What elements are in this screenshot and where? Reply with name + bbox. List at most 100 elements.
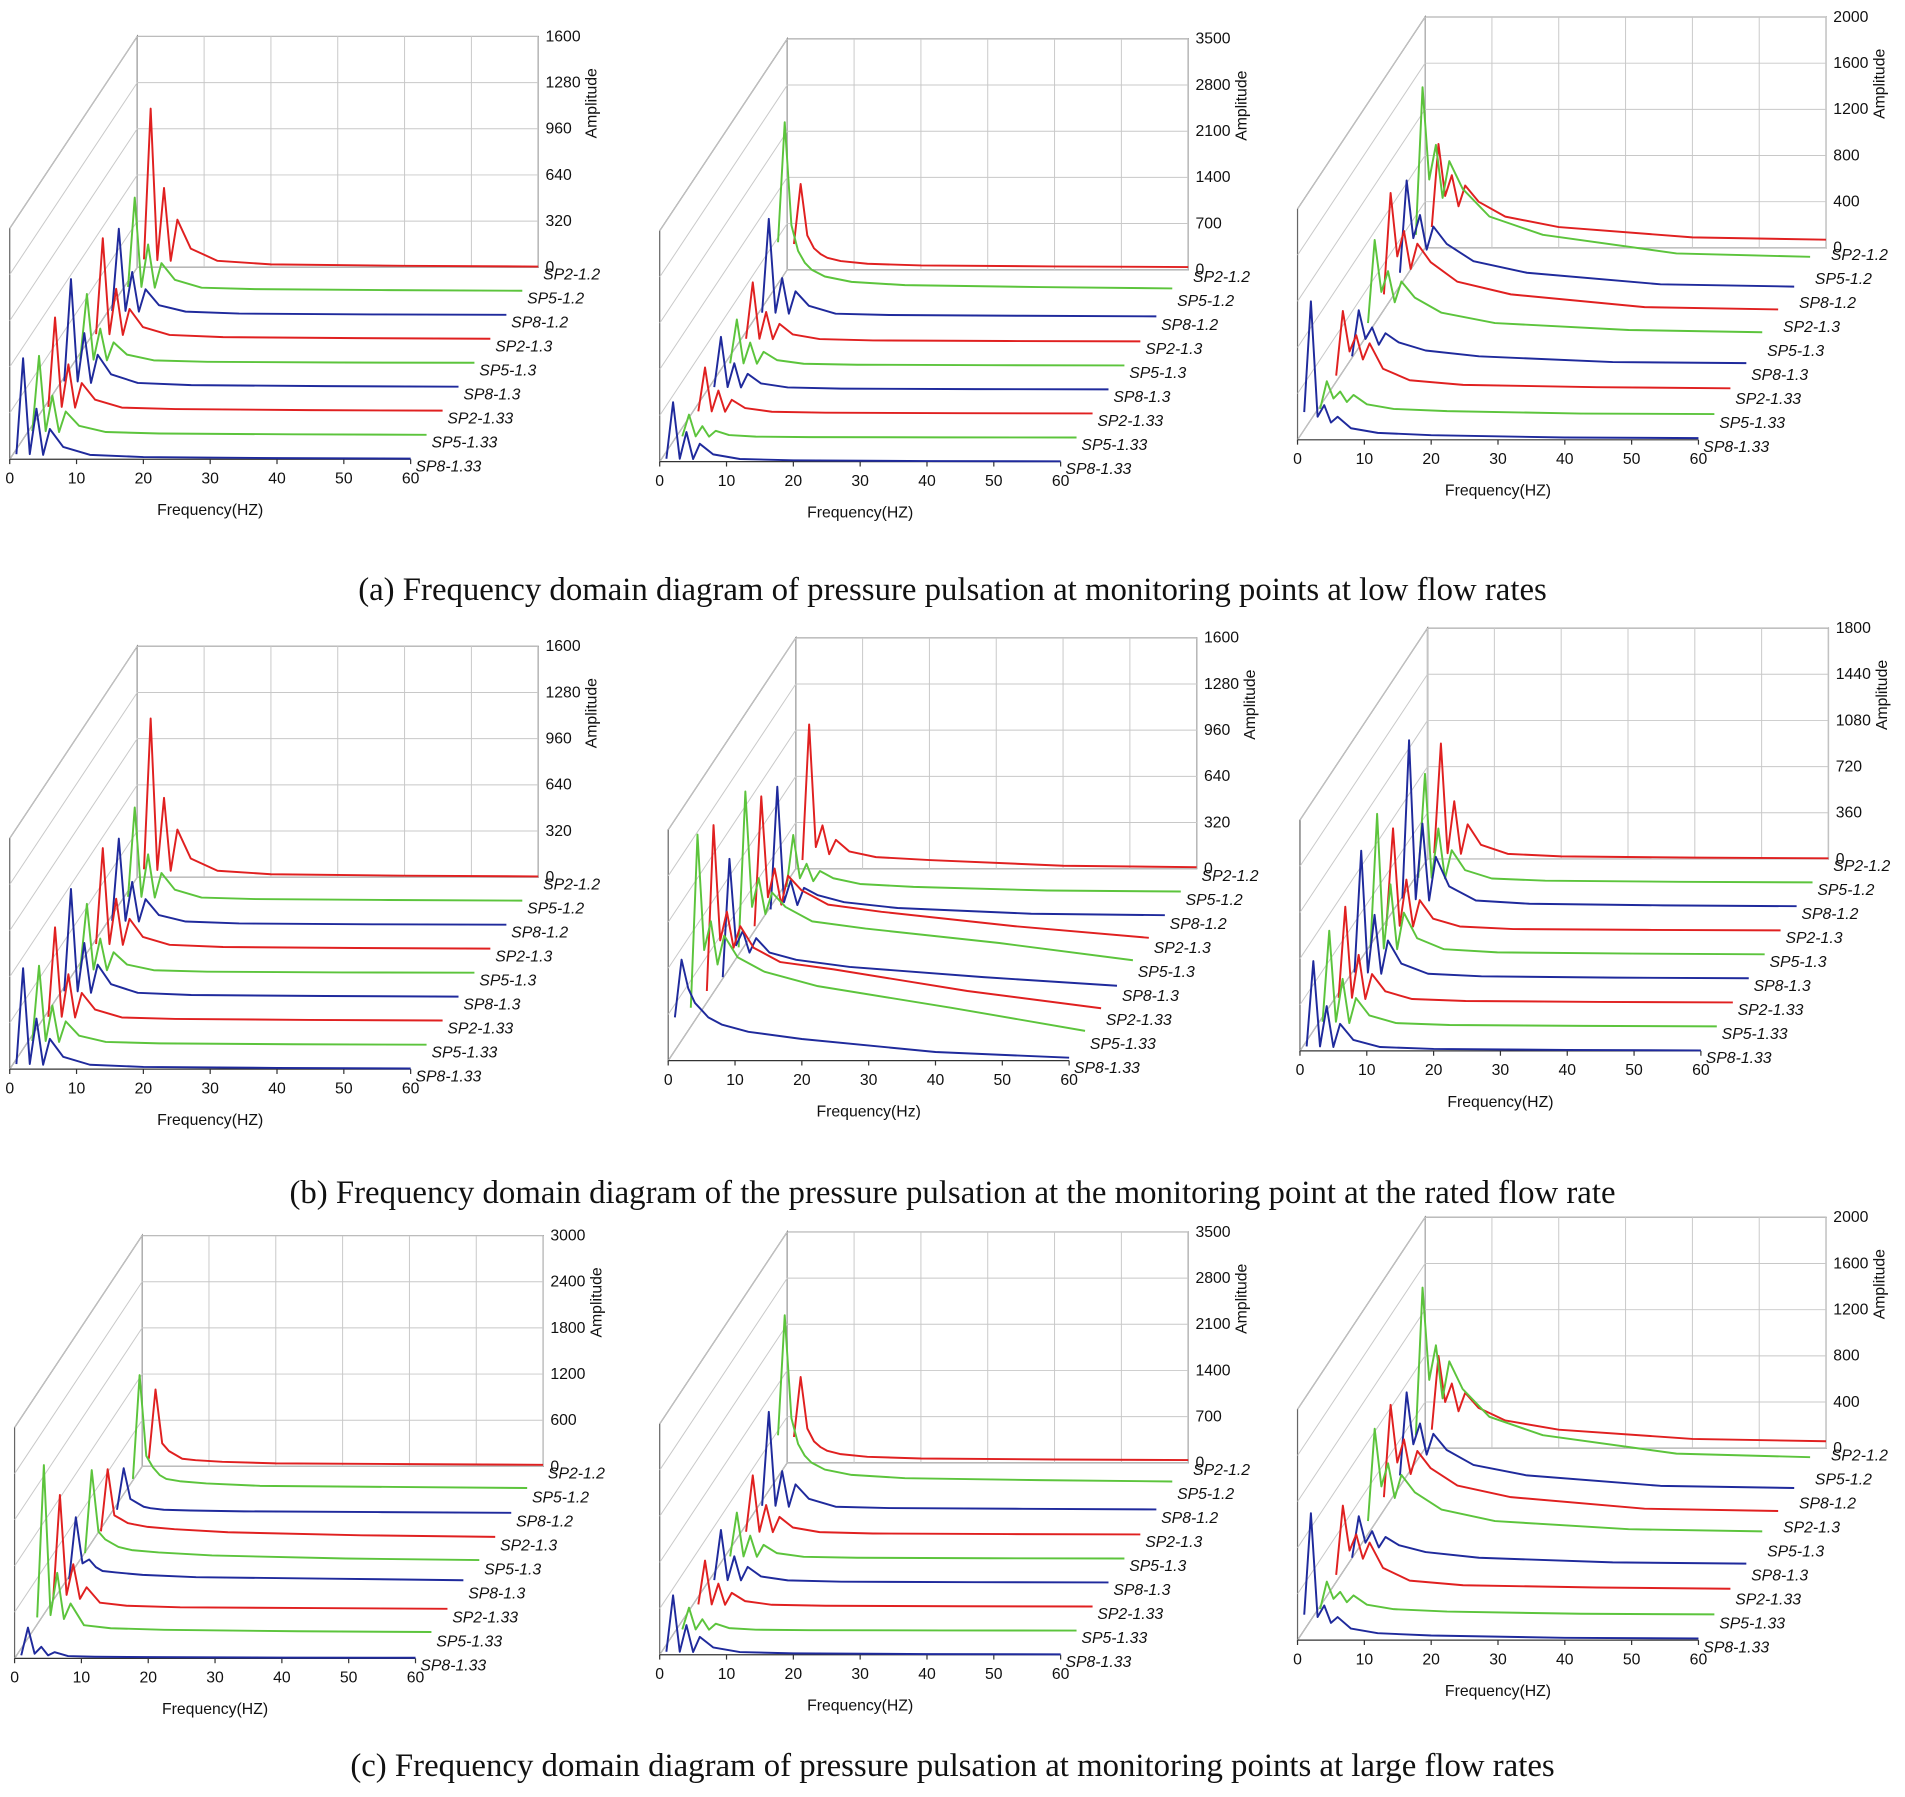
y-axis-label: Amplitude [1871,49,1888,119]
series-label: SP2-1.33 [452,1610,518,1627]
series-label: SP2-1.33 [1735,1591,1801,1608]
grid-line [1297,1217,1426,1410]
grid-line [1297,62,1426,256]
grid-line [1297,1309,1426,1502]
x-tick-label: 10 [1356,451,1374,468]
y-tick-label: 1600 [1833,1255,1868,1272]
series-label: SP5-1.33 [1090,1036,1156,1053]
series-line [1367,238,1763,334]
y-tick-label: 320 [1204,814,1231,831]
series-label: SP8-1.2 [516,1514,573,1531]
series-label: SP8-1.33 [416,458,482,475]
grid-line [9,784,138,978]
series-line [47,316,443,412]
x-axis-label: Frequency(HZ) [157,502,263,519]
series-label: SP2-1.2 [548,1466,605,1483]
series-label: SP8-1.33 [1065,461,1131,478]
grid-line [659,1370,788,1563]
x-tick-label: 60 [402,1080,420,1097]
y-tick-label: 1600 [1204,630,1239,647]
series-label: SP5-1.33 [1719,1615,1785,1632]
y-axis-label: Amplitude [1871,1249,1888,1319]
series-label: SP2-1.33 [447,410,513,427]
series-label: SP2-1.3 [1785,930,1842,947]
series-line [79,293,475,364]
series-label: SP2-1.2 [543,876,600,893]
x-tick-label: 20 [1422,1651,1440,1668]
grid-line [667,868,797,1061]
series-label: SP2-1.3 [1783,1519,1840,1536]
grid-line [9,692,138,885]
y-tick-label: 0 [1833,240,1842,257]
y-axis-label: Amplitude [1242,669,1259,739]
series-line [745,281,1141,343]
series-line [116,1467,512,1514]
series-label: SP8-1.3 [463,996,520,1013]
x-tick-label: 20 [135,471,153,488]
series-line [127,196,523,292]
series-label: SP5-1.33 [1081,1630,1147,1647]
series-line [1398,1391,1795,1490]
series-line [131,1374,528,1490]
series-label: SP5-1.33 [1722,1026,1788,1043]
y-tick-label: 0 [546,259,555,276]
grid-line [9,128,138,322]
series-line [52,1493,448,1610]
grid-line [659,1323,788,1517]
grid-line [14,1466,143,1659]
y-tick-label: 2800 [1195,1270,1230,1287]
x-tick-label: 0 [655,473,664,490]
series-label: SP5-1.33 [431,434,497,451]
series-label: SP5-1.3 [1129,365,1186,382]
y-tick-label: 2000 [1833,1209,1868,1226]
x-tick-label: 60 [1690,1651,1708,1668]
grid-line [1297,16,1426,210]
y-tick-label: 0 [1195,1455,1204,1472]
x-tick-label: 50 [1623,1651,1641,1668]
series-label: SP2-1.3 [495,338,552,355]
x-tick-label: 0 [5,471,14,488]
series-line [111,227,507,316]
y-axis-label: Amplitude [584,68,601,138]
grid-line [659,177,788,370]
series-line [753,795,1149,939]
y-axis-label: Amplitude [588,1267,605,1337]
chart: 0 700 1400 2100 2800 3500 0 10 20 30 40 50 60 SP2-1.2… [655,1224,1250,1715]
x-tick-label: 30 [1492,1062,1510,1079]
series-line [1335,310,1731,390]
series-line [665,401,1061,463]
y-tick-label: 600 [550,1412,577,1429]
series-line [681,1606,1077,1632]
series-line [1335,1504,1731,1590]
x-tick-label: 40 [268,1080,286,1097]
y-tick-label: 0 [1836,851,1845,868]
x-tick-label: 10 [73,1670,91,1687]
series-label: SP8-1.2 [1799,295,1856,312]
series-line [15,357,411,460]
x-tick-label: 20 [793,1072,811,1089]
series-label: SP8-1.2 [1161,317,1218,334]
x-tick-label: 50 [335,1080,353,1097]
series-line [729,318,1125,367]
series-label: SP2-1.3 [1145,341,1202,358]
x-tick-label: 30 [851,473,869,490]
series-line [1351,309,1747,365]
x-axis-label: Frequency(HZ) [1445,1683,1551,1700]
y-tick-label: 700 [1195,215,1222,232]
series-label: SP8-1.3 [1751,367,1808,384]
y-axis-label: Amplitude [584,678,601,748]
x-axis-label: Frequency(HZ) [162,1701,268,1718]
y-tick-label: 700 [1195,1408,1222,1425]
x-tick-label: 20 [785,1666,803,1683]
series-line [143,107,539,268]
x-tick-label: 50 [985,473,1003,490]
series-label: SP2-1.3 [1154,940,1211,957]
series-line [143,717,539,878]
series-line [20,1626,416,1659]
grid-line [14,1373,143,1567]
series-label: SP8-1.33 [1703,439,1769,456]
series-line [79,902,475,974]
x-tick-label: 0 [1296,1062,1305,1079]
y-tick-label: 0 [550,1458,559,1475]
x-tick-label: 60 [1060,1072,1078,1089]
